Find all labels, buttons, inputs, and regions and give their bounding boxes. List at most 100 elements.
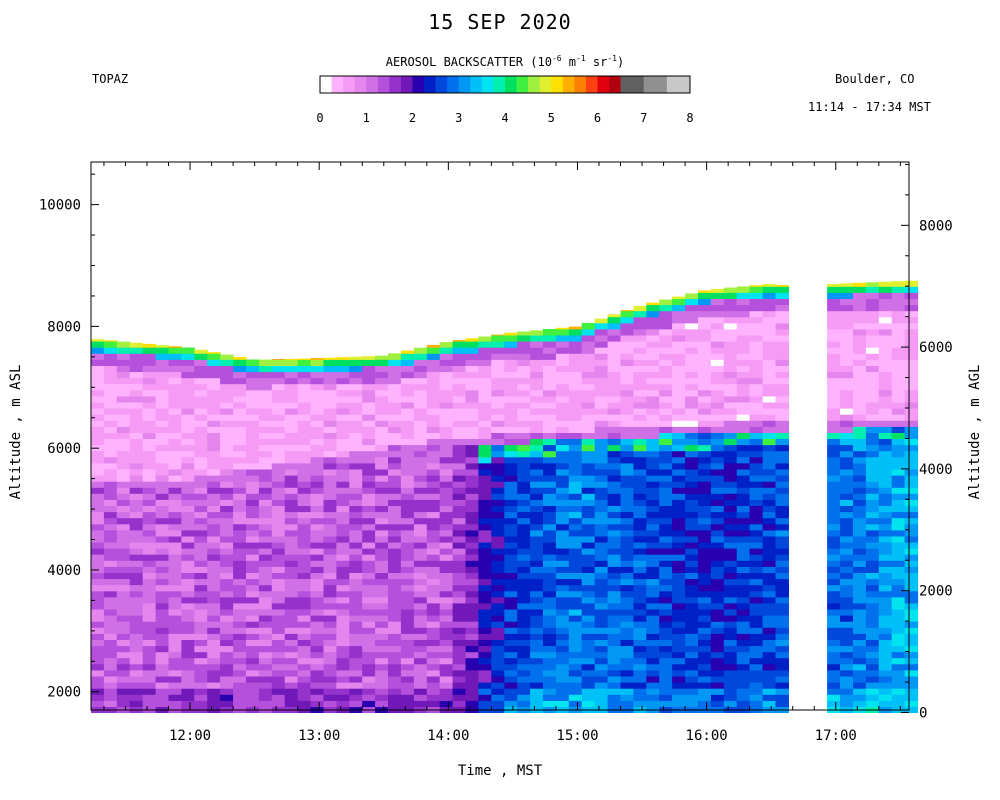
backscatter-cell bbox=[568, 432, 583, 439]
backscatter-cell bbox=[827, 554, 841, 561]
backscatter-cell bbox=[439, 578, 454, 586]
backscatter-cell bbox=[297, 639, 312, 647]
backscatter-cell bbox=[517, 395, 531, 403]
backscatter-cell bbox=[659, 615, 673, 622]
backscatter-cell bbox=[581, 596, 596, 604]
backscatter-cell bbox=[194, 389, 208, 397]
backscatter-cell bbox=[685, 298, 699, 306]
backscatter-cell bbox=[543, 505, 557, 513]
backscatter-cell bbox=[362, 669, 376, 677]
backscatter-cell bbox=[388, 584, 402, 592]
backscatter-cell bbox=[400, 377, 415, 385]
backscatter-cell bbox=[698, 621, 712, 628]
backscatter-cell bbox=[865, 383, 880, 391]
backscatter-cell bbox=[103, 700, 118, 707]
backscatter-cell bbox=[672, 529, 686, 537]
backscatter-cell bbox=[607, 353, 622, 360]
backscatter-cell bbox=[775, 608, 789, 616]
backscatter-cell bbox=[620, 602, 634, 610]
backscatter-cell bbox=[749, 621, 764, 628]
backscatter-cell bbox=[362, 365, 376, 373]
backscatter-cell bbox=[620, 694, 634, 701]
backscatter-cell bbox=[310, 566, 324, 573]
backscatter-cell bbox=[891, 535, 906, 543]
backscatter-cell bbox=[258, 657, 273, 665]
backscatter-cell bbox=[323, 548, 337, 555]
x-tick-label: 16:00 bbox=[686, 728, 728, 744]
backscatter-cell bbox=[827, 578, 841, 586]
backscatter-cell bbox=[478, 511, 492, 519]
backscatter-cell bbox=[698, 475, 712, 482]
backscatter-cell bbox=[194, 560, 208, 567]
backscatter-cell bbox=[891, 621, 906, 628]
backscatter-cell bbox=[142, 426, 157, 433]
backscatter-cell bbox=[698, 444, 712, 452]
backscatter-cell bbox=[827, 316, 841, 324]
backscatter-cell bbox=[581, 377, 596, 385]
backscatter-cell bbox=[246, 572, 260, 580]
backscatter-cell bbox=[349, 645, 363, 653]
backscatter-cell bbox=[594, 377, 609, 385]
backscatter-cell bbox=[220, 608, 234, 616]
backscatter-cell bbox=[878, 554, 893, 561]
backscatter-cell bbox=[530, 554, 544, 561]
backscatter-cell bbox=[246, 432, 260, 439]
backscatter-cell bbox=[620, 615, 634, 622]
backscatter-cell bbox=[413, 627, 428, 634]
backscatter-cell bbox=[723, 554, 738, 561]
backscatter-cell bbox=[439, 408, 454, 415]
backscatter-cell bbox=[865, 694, 880, 701]
backscatter-cell bbox=[258, 371, 273, 379]
backscatter-cell bbox=[543, 645, 557, 653]
backscatter-cell bbox=[168, 651, 182, 659]
backscatter-cell bbox=[581, 663, 596, 671]
backscatter-cell bbox=[581, 389, 596, 397]
backscatter-cell bbox=[233, 505, 247, 513]
backscatter-cell bbox=[465, 487, 479, 494]
backscatter-cell bbox=[504, 645, 518, 653]
backscatter-cell bbox=[168, 487, 182, 494]
backscatter-cell bbox=[181, 499, 195, 506]
backscatter-cell bbox=[878, 645, 893, 653]
backscatter-cell bbox=[762, 499, 777, 506]
backscatter-cell bbox=[142, 359, 157, 366]
backscatter-cell bbox=[530, 657, 544, 665]
backscatter-cell bbox=[426, 584, 441, 592]
backscatter-cell bbox=[620, 438, 634, 446]
backscatter-cell bbox=[646, 395, 660, 403]
backscatter-cell bbox=[388, 444, 402, 452]
backscatter-cell bbox=[465, 341, 479, 348]
backscatter-cell bbox=[775, 523, 789, 531]
backscatter-cell bbox=[762, 284, 777, 287]
backscatter-cell bbox=[555, 450, 570, 458]
backscatter-cell bbox=[452, 535, 467, 543]
backscatter-cell bbox=[530, 487, 544, 494]
backscatter-cell bbox=[207, 554, 221, 561]
backscatter-cell bbox=[103, 651, 118, 659]
backscatter-cell bbox=[116, 651, 131, 659]
backscatter-cell bbox=[775, 298, 789, 306]
backscatter-cell bbox=[723, 669, 738, 677]
backscatter-cell bbox=[736, 334, 751, 342]
backscatter-cell bbox=[581, 487, 596, 494]
backscatter-cell bbox=[749, 414, 764, 421]
backscatter-cell bbox=[865, 475, 880, 482]
backscatter-cell bbox=[142, 627, 157, 634]
backscatter-cell bbox=[891, 578, 906, 586]
backscatter-cell bbox=[439, 383, 454, 391]
backscatter-cell bbox=[246, 688, 260, 695]
backscatter-cell bbox=[103, 401, 118, 409]
backscatter-cell bbox=[543, 487, 557, 494]
backscatter-cell bbox=[853, 408, 867, 415]
backscatter-cell bbox=[775, 438, 789, 446]
backscatter-cell bbox=[543, 560, 557, 567]
backscatter-cell bbox=[504, 615, 518, 622]
backscatter-cell bbox=[710, 334, 725, 342]
backscatter-cell bbox=[620, 596, 634, 604]
backscatter-cell bbox=[904, 578, 919, 586]
backscatter-cell bbox=[530, 377, 544, 385]
backscatter-cell bbox=[840, 633, 854, 640]
backscatter-cell bbox=[555, 584, 570, 592]
backscatter-cell bbox=[865, 450, 880, 458]
backscatter-cell bbox=[904, 669, 919, 677]
